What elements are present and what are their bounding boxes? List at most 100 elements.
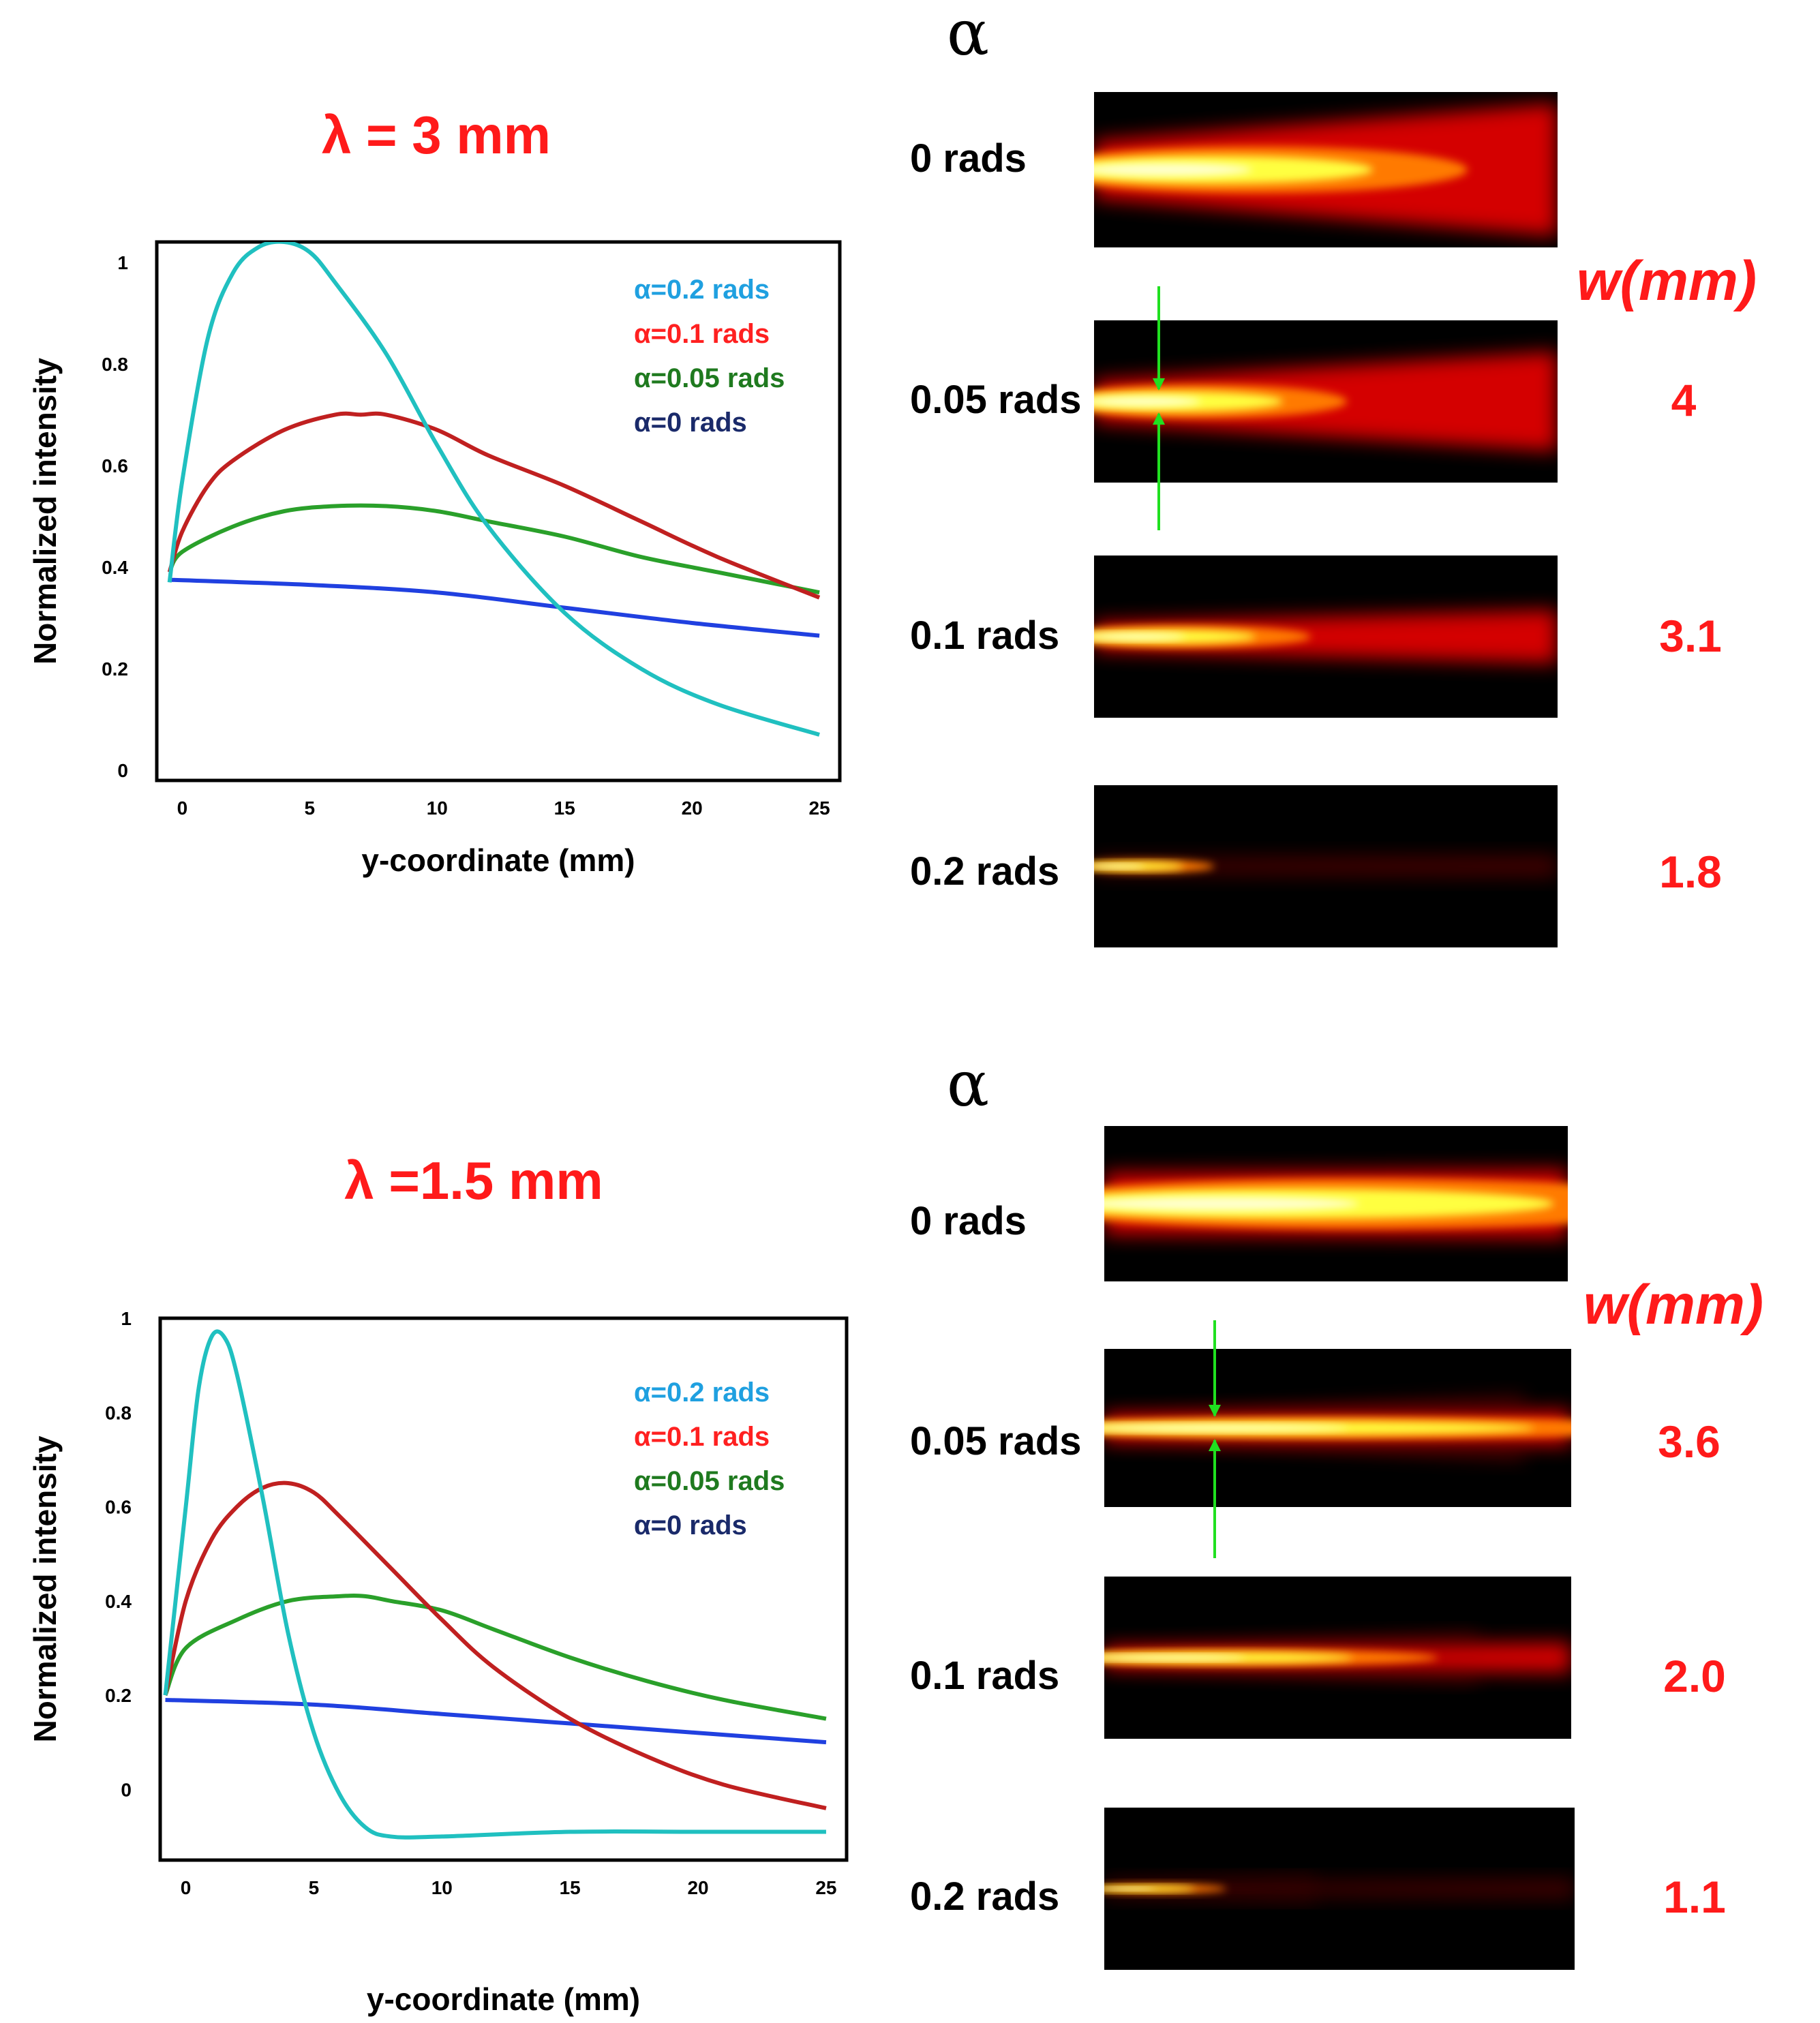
y-tick-label: 0.6 (102, 455, 128, 476)
x-tick-label: 25 (809, 797, 830, 819)
width-marker-arrowhead (1153, 412, 1165, 425)
x-tick-label: 20 (682, 797, 703, 819)
width-column-title: w(mm) (1583, 1274, 1763, 1336)
legend-entry: α=0 rads (634, 408, 747, 438)
x-tick-label: 15 (554, 797, 575, 819)
beam-row-label: 0.05 rads (910, 378, 1082, 422)
beam-row-label: 0.2 rads (910, 1874, 1059, 1919)
beam-width-value: 1.1 (1663, 1872, 1726, 1922)
y-tick-label: 0.6 (105, 1497, 132, 1518)
y-tick-label: 0.4 (105, 1591, 132, 1612)
series-line-alpha-0 (169, 577, 820, 638)
beam-side-lobe (1104, 1432, 1525, 1459)
series-line-alpha-0-2 (167, 242, 820, 737)
y-tick-label: 0.2 (105, 1685, 132, 1706)
wavelength-label: λ = 3 mm (322, 105, 551, 165)
x-tick-label: 25 (815, 1877, 836, 1898)
series-line-alpha-0-1 (167, 411, 821, 600)
beam-width-value: 2.0 (1663, 1651, 1726, 1701)
legend-entry: α=0 rads (634, 1510, 747, 1540)
series-line-alpha-0-1 (163, 1480, 827, 1810)
beam-image (1094, 556, 1558, 718)
x-tick-label: 10 (427, 797, 448, 819)
legend-entry: α=0.1 rads (634, 1422, 770, 1452)
beam-image (1094, 92, 1558, 247)
beam-side-lobe (1104, 1890, 1316, 1902)
beam-core-hot (1104, 1425, 1348, 1431)
y-tick-label: 0 (117, 760, 128, 781)
plot-area (163, 1329, 827, 1840)
y-tick-label: 0.2 (102, 658, 128, 680)
legend-entry: α=0.1 rads (634, 319, 770, 349)
beam-width-value: 4 (1671, 375, 1697, 425)
y-tick-label: 1 (117, 252, 128, 273)
width-column-title: w(mm) (1577, 250, 1757, 312)
y-axis-label: Normalized intensity (27, 358, 63, 665)
beam-image (1094, 320, 1558, 483)
wavelength-label: λ =1.5 mm (344, 1151, 603, 1211)
beam-side-lobe (1104, 1875, 1316, 1887)
beam-image (1104, 1349, 1571, 1507)
beam-row-label: 0.1 rads (910, 1654, 1059, 1698)
beam-core-hot (1094, 633, 1186, 640)
figure-panel-top: λ = 3 mm 0 5 10 15 20 25 0 0.2 0.4 0.6 0.8 1 y-coordi… (27, 0, 1757, 947)
beam-side-lobe (1104, 1397, 1525, 1424)
series-line-alpha-0 (165, 1697, 827, 1745)
legend-entry: α=0.05 rads (634, 1466, 785, 1496)
beam-width-value: 3.6 (1658, 1416, 1720, 1467)
beam-row-label: 0.1 rads (910, 613, 1059, 658)
y-tick-label: 0.4 (102, 557, 128, 578)
beam-image (1104, 1808, 1575, 1970)
series-line-alpha-0-2 (163, 1329, 826, 1840)
plot-frame (155, 240, 842, 782)
y-axis-label: Normalized intensity (27, 1435, 63, 1742)
beam-width-value: 1.8 (1659, 847, 1722, 897)
series-line-alpha-0-05 (167, 503, 820, 595)
beam-core-hot (1094, 163, 1252, 177)
beam-core-hot (1104, 1196, 1359, 1211)
panel-bottom-canvas: λ =1.5 mm 0 5 10 15 20 25 0 0.2 0.4 0.6 0.8 1 y-coord… (27, 1048, 1763, 2017)
x-tick-label: 15 (560, 1877, 581, 1898)
plot-frame (158, 1316, 849, 1862)
beam-halo (1094, 855, 1558, 878)
figure-panel-bottom: λ =1.5 mm 0 5 10 15 20 25 0 0.2 0.4 0.6 0.8 1 y-coord… (0, 1012, 1820, 2023)
x-tick-label: 5 (309, 1877, 320, 1898)
legend-entry: α=0.05 rads (634, 363, 785, 393)
beam-halo (1104, 1878, 1575, 1899)
beam-halo (1094, 609, 1558, 664)
legend-entry: α=0.2 rads (634, 1378, 770, 1408)
x-axis-label: y-coordinate (mm) (361, 842, 635, 878)
alpha-symbol: α (947, 0, 989, 70)
width-marker-arrowhead (1153, 378, 1165, 391)
beam-core-hot (1104, 1887, 1156, 1890)
width-marker-arrowhead (1209, 1439, 1221, 1451)
beam-row-label: 0.05 rads (910, 1419, 1082, 1463)
y-tick-label: 0 (121, 1779, 132, 1800)
y-tick-label: 1 (121, 1308, 132, 1329)
beam-image (1094, 785, 1558, 947)
x-tick-label: 5 (305, 797, 316, 819)
beam-core-hot (1094, 396, 1202, 407)
beam-core-hot (1104, 1655, 1246, 1660)
beam-row-label: 0 rads (910, 1199, 1027, 1243)
x-tick-label: 0 (177, 797, 188, 819)
panel-top-canvas: λ = 3 mm 0 5 10 15 20 25 0 0.2 0.4 0.6 0.8 1 y-coordi… (27, 0, 1757, 947)
series-line-alpha-0-05 (163, 1594, 827, 1721)
y-tick-label: 0.8 (105, 1402, 132, 1423)
beam-side-lobe (1104, 1633, 1478, 1655)
beam-width-value: 3.1 (1659, 611, 1722, 661)
x-axis-label: y-coordinate (mm) (367, 1981, 640, 2017)
x-tick-label: 0 (181, 1877, 192, 1898)
legend-entry: α=0.2 rads (634, 275, 770, 305)
x-tick-label: 10 (431, 1877, 453, 1898)
plot-area (167, 242, 821, 737)
beam-core-hot (1094, 864, 1145, 868)
beam-side-lobe (1104, 1660, 1478, 1682)
x-tick-label: 20 (687, 1877, 708, 1898)
y-tick-label: 0.8 (102, 354, 128, 375)
width-marker-arrowhead (1209, 1405, 1221, 1417)
beam-image (1104, 1126, 1568, 1281)
beam-row-label: 0.2 rads (910, 849, 1059, 894)
beam-row-label: 0 rads (910, 136, 1027, 181)
alpha-symbol: α (947, 1048, 989, 1121)
